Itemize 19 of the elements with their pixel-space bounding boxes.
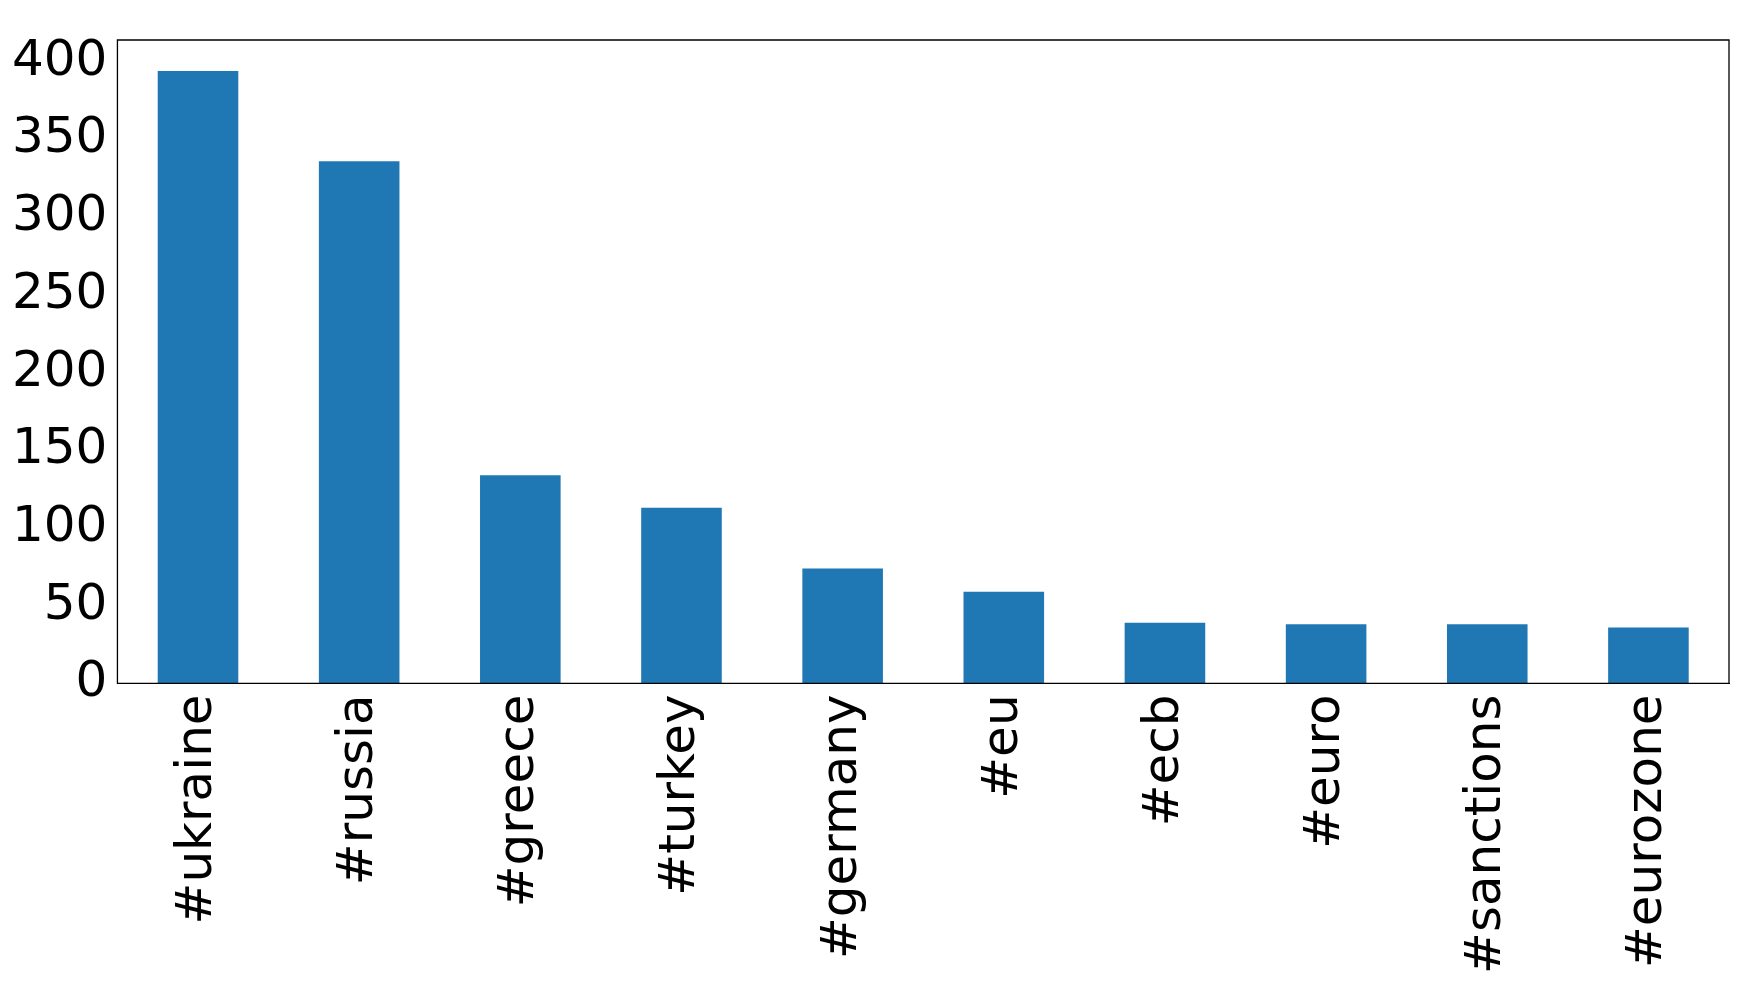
y-tick-label: 300 xyxy=(12,184,108,243)
x-tick-label: #sanctions xyxy=(1454,694,1513,974)
y-tick-label: 100 xyxy=(12,494,108,553)
x-tick-label: #ecb xyxy=(1131,694,1190,827)
x-tick-label: #ukraine xyxy=(165,694,223,925)
x-tick-label: #eurozone xyxy=(1615,694,1674,969)
x-tick-label: #germany xyxy=(809,694,868,960)
y-tick-label: 350 xyxy=(12,106,108,165)
x-tick-label: #euro xyxy=(1293,694,1352,849)
x-tick-label: #turkey xyxy=(648,694,707,896)
y-tick-label: 0 xyxy=(75,650,108,709)
y-tick-label: 400 xyxy=(12,28,108,87)
y-tick-label: 150 xyxy=(12,417,108,476)
x-tick-label: #eu xyxy=(970,694,1029,799)
y-tick-label: 200 xyxy=(12,339,108,398)
y-tick-label: 250 xyxy=(12,261,108,320)
x-tick-label: #russia xyxy=(326,694,385,886)
x-tick-label: #greece xyxy=(487,694,546,908)
y-tick-label: 50 xyxy=(43,572,108,631)
